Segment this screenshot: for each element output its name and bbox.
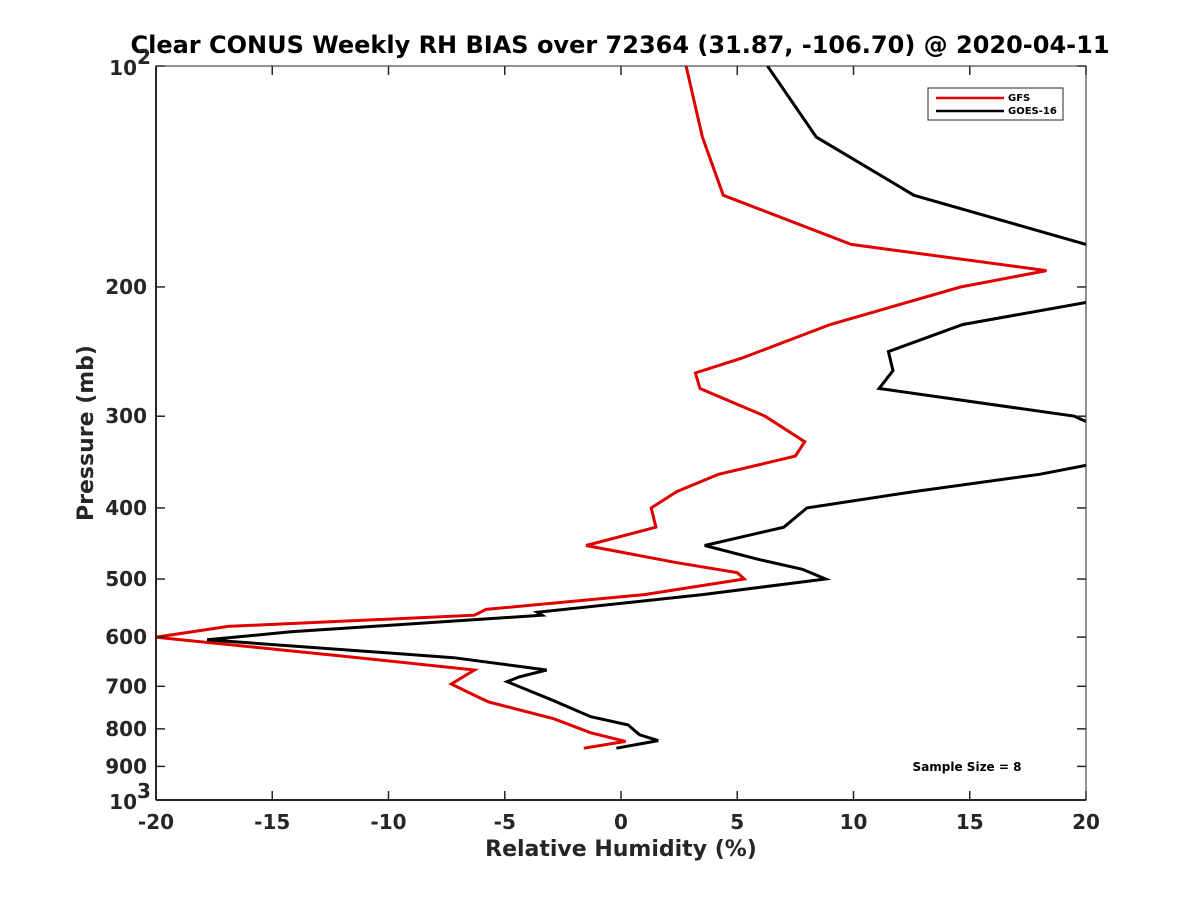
plot-area-frame bbox=[155, 65, 1087, 801]
x-tick-label: -20 bbox=[138, 810, 174, 834]
legend-label-gfs: GFS bbox=[1008, 93, 1030, 104]
y-tick-label: 800 bbox=[105, 717, 147, 741]
y-tick-label: 200 bbox=[105, 275, 147, 299]
y-tick-label: 400 bbox=[105, 496, 147, 520]
x-axis-label: Relative Humidity (%) bbox=[485, 837, 757, 862]
x-tick-label: -10 bbox=[370, 810, 406, 834]
y-tick-label: 600 bbox=[105, 625, 147, 649]
series-line-goes16-0 bbox=[766, 66, 1086, 246]
series-gfs bbox=[156, 66, 1047, 750]
y-axis-label: Pressure (mb) bbox=[74, 345, 99, 521]
x-axis-ticks: -20 -15 -10 -5 0 5 10 15 20 bbox=[138, 66, 1100, 834]
legend-box bbox=[927, 87, 1064, 121]
series-line-goes16-1 bbox=[876, 301, 1086, 423]
x-tick-label: 5 bbox=[730, 810, 744, 834]
x-tick-label: 10 bbox=[840, 810, 868, 834]
y-tick-label: 500 bbox=[105, 567, 147, 591]
chart-title: Clear CONUS Weekly RH BIAS over 72364 (3… bbox=[130, 31, 1109, 59]
series-goes16 bbox=[206, 66, 1086, 750]
x-tick-label: 0 bbox=[614, 810, 628, 834]
y-tick-label: 900 bbox=[105, 754, 147, 778]
y-tick-label: 300 bbox=[105, 404, 147, 428]
x-tick-label: -5 bbox=[494, 810, 516, 834]
series-line-gfs-0 bbox=[156, 66, 1047, 750]
sample-size-annotation: Sample Size = 8 bbox=[913, 760, 1022, 774]
series-layer bbox=[156, 66, 1086, 750]
y-tick-label-exponent: 3 bbox=[137, 779, 151, 803]
y-tick-label: 700 bbox=[105, 674, 147, 698]
x-tick-label: -15 bbox=[254, 810, 290, 834]
y-tick-label-exponent: 2 bbox=[137, 45, 151, 69]
series-line-goes16-2 bbox=[206, 463, 1086, 750]
legend-label-goes16: GOES-16 bbox=[1008, 106, 1057, 117]
x-tick-label: 15 bbox=[956, 810, 984, 834]
y-tick-label: 10 bbox=[109, 56, 137, 80]
y-tick-label: 10 bbox=[109, 790, 137, 814]
x-tick-label: 20 bbox=[1072, 810, 1100, 834]
legend: GFS GOES-16 bbox=[927, 87, 1064, 121]
